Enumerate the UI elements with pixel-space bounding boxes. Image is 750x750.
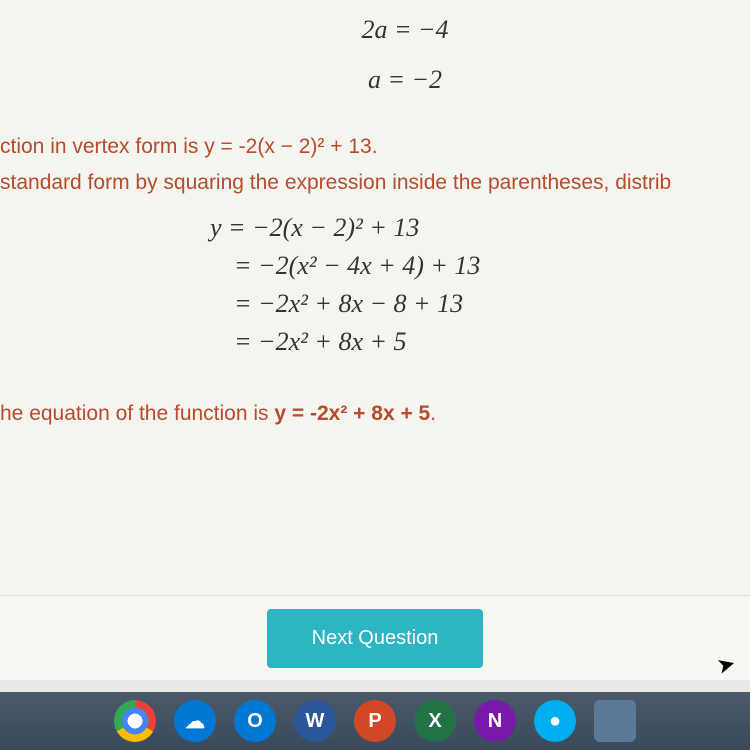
taskbar: ☁ O W P X N ● [0,692,750,750]
button-area: Next Question [0,595,750,680]
outlook-icon[interactable]: O [234,700,276,742]
onedrive-icon[interactable]: ☁ [174,700,216,742]
app-icon[interactable] [594,700,636,742]
math-work-line2: = −2(x² − 4x + 4) + 13 [234,251,750,281]
conclusion-text: he equation of the function is y = -2x² … [0,402,750,426]
math-equation-2a: 2a = −4 [60,15,750,45]
math-work-line3: = −2x² + 8x − 8 + 13 [234,289,750,319]
math-work-line1: y = −2(x − 2)² + 13 [210,213,750,243]
math-work-line4: = −2x² + 8x + 5 [234,327,750,357]
math-equation-a: a = −2 [60,65,750,95]
chrome-icon[interactable] [114,700,156,742]
conclusion-prefix: he equation of the function is [0,402,274,425]
next-question-button[interactable]: Next Question [267,609,484,668]
conclusion-suffix: . [430,402,436,425]
word-icon[interactable]: W [294,700,336,742]
conclusion-equation: y = -2x² + 8x + 5 [274,402,430,425]
powerpoint-icon[interactable]: P [354,700,396,742]
vertex-form-text: ction in vertex form is y = -2(x − 2)² +… [0,135,750,159]
standard-form-intro: standard form by squaring the expression… [0,171,750,195]
content-area: 2a = −4 a = −2 ction in vertex form is y… [0,0,750,595]
onenote-icon[interactable]: N [474,700,516,742]
excel-icon[interactable]: X [414,700,456,742]
skype-icon[interactable]: ● [534,700,576,742]
